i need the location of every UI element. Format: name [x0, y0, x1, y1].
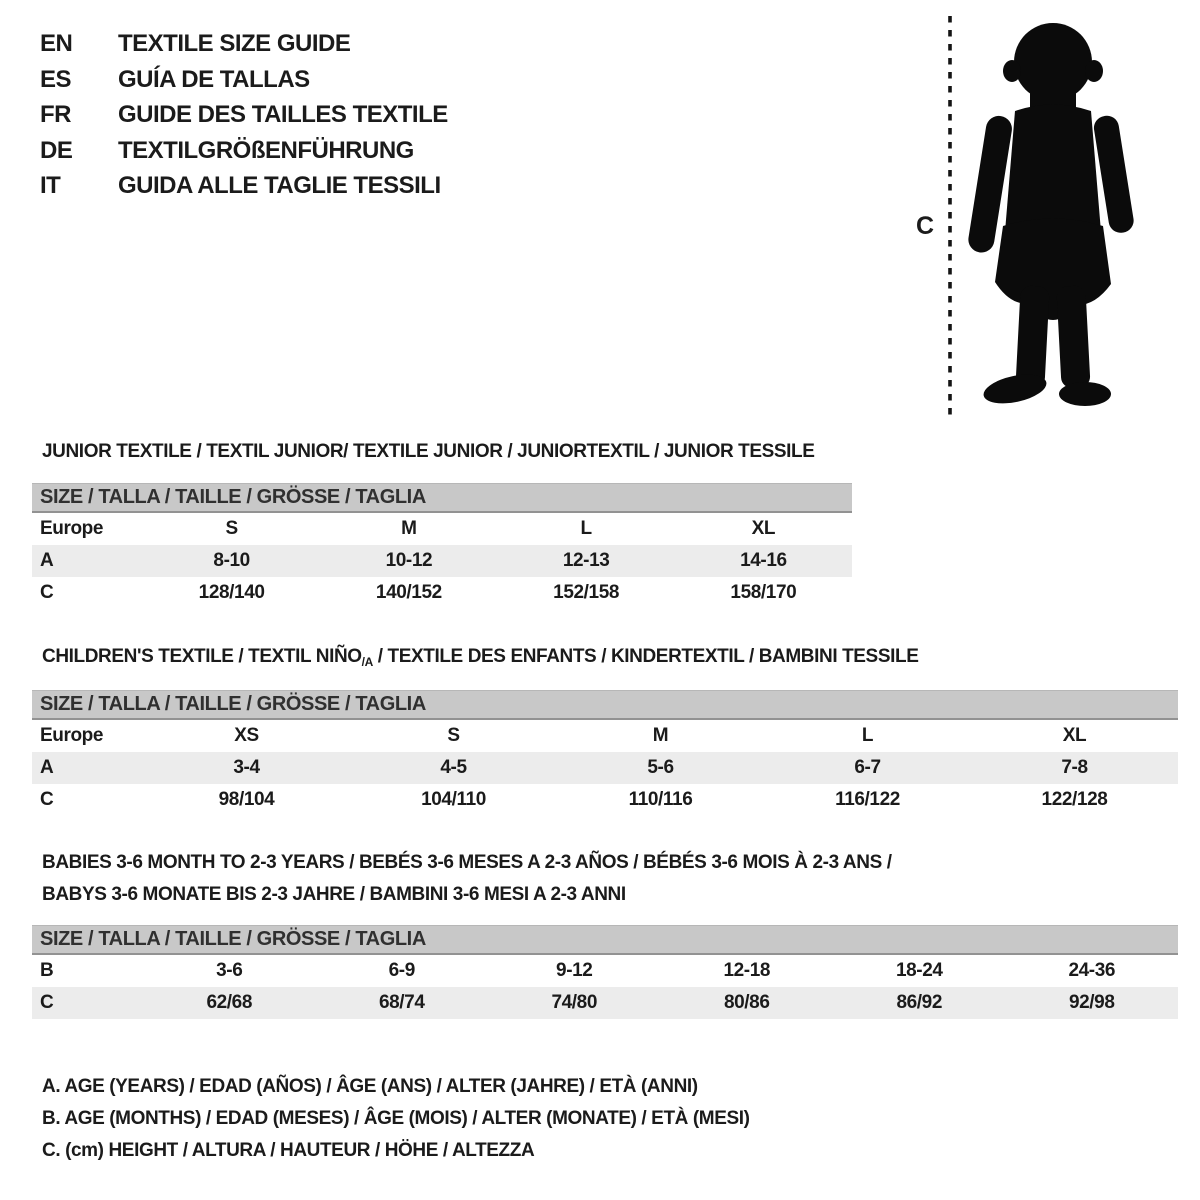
junior-size-table: SIZE / TALLA / TAILLE / GRÖSSE / TAGLIA …: [32, 483, 852, 609]
size-header-bar: SIZE / TALLA / TAILLE / GRÖSSE / TAGLIA: [32, 925, 1178, 955]
babies-section-title-line2: BABYS 3-6 MONATE BIS 2-3 JAHRE / BAMBINI…: [42, 884, 626, 905]
language-row: EN TEXTILE SIZE GUIDE: [40, 26, 448, 62]
babies-section-title-line1: BABIES 3-6 MONTH TO 2-3 YEARS / BEBÉS 3-…: [42, 852, 892, 873]
table-cell: S: [447, 725, 460, 746]
table-row: Europe XS S M L XL: [32, 720, 1178, 752]
table-row: Europe S M L XL: [32, 513, 852, 545]
table-cell: XS: [234, 725, 259, 746]
height-measure-label: C: [916, 212, 934, 240]
language-title-block: EN TEXTILE SIZE GUIDE ES GUÍA DE TALLAS …: [40, 26, 448, 204]
row-label: A: [40, 550, 54, 571]
language-code: DE: [40, 136, 73, 164]
table-row: A 8-10 10-12 12-13 14-16: [32, 545, 852, 577]
table-row: C 62/68 68/74 74/80 80/86 86/92 92/98: [32, 987, 1178, 1019]
table-cell: 152/158: [553, 582, 620, 603]
table-cell: 24-36: [1068, 960, 1116, 981]
table-cell: XL: [1062, 725, 1087, 746]
table-cell: 86/92: [896, 992, 943, 1013]
children-title-suffix: / TEXTILE DES ENFANTS / KINDERTEXTIL / B…: [372, 646, 919, 667]
language-code: FR: [40, 101, 72, 128]
table-cell: 92/98: [1068, 992, 1115, 1013]
table-cell: 12-13: [562, 550, 610, 571]
legend-line-c: C. (cm) HEIGHT / ALTURA / HAUTEUR / HÖHE…: [42, 1140, 535, 1161]
language-code: IT: [40, 172, 61, 199]
toddler-silhouette-icon: [968, 23, 1134, 406]
language-title: TEXTILE SIZE GUIDE: [118, 30, 351, 57]
table-cell: 80/86: [723, 992, 770, 1013]
language-row: ES GUÍA DE TALLAS: [40, 62, 448, 98]
table-cell: S: [225, 518, 238, 539]
language-code: EN: [40, 30, 73, 57]
row-label: C: [40, 992, 54, 1013]
language-title: GUÍA DE TALLAS: [118, 65, 310, 93]
table-cell: 122/128: [1041, 789, 1108, 810]
table-cell: L: [861, 725, 874, 746]
children-section-title: CHILDREN'S TEXTILE / TEXTIL NIÑO/A / TEX…: [42, 645, 919, 670]
legend-line-b: B. AGE (MONTHS) / EDAD (MESES) / ÂGE (MO…: [42, 1108, 750, 1129]
table-cell: 14-16: [740, 550, 787, 571]
children-size-table: SIZE / TALLA / TAILLE / GRÖSSE / TAGLIA …: [32, 690, 1178, 816]
height-measure-dashed-line: [948, 16, 952, 418]
language-row: FR GUIDE DES TAILLES TEXTILE: [40, 97, 448, 133]
table-cell: L: [580, 518, 593, 539]
table-cell: 62/68: [206, 992, 253, 1013]
table-row: A 3-4 4-5 5-6 6-7 7-8: [32, 752, 1178, 784]
table-cell: 18-24: [895, 960, 943, 981]
table-cell: 10-12: [385, 550, 433, 571]
row-label: Europe: [40, 725, 104, 746]
table-cell: 3-6: [216, 960, 243, 981]
table-cell: 3-4: [233, 757, 260, 778]
table-cell: M: [652, 725, 669, 746]
legend-line-a: A. AGE (YEARS) / EDAD (AÑOS) / ÂGE (ANS)…: [42, 1076, 698, 1097]
table-cell: 68/74: [378, 992, 425, 1013]
language-row: DE TEXTILGRÖßENFÜHRUNG: [40, 133, 448, 169]
size-header-bar: SIZE / TALLA / TAILLE / GRÖSSE / TAGLIA: [32, 690, 1178, 720]
size-header-bar: SIZE / TALLA / TAILLE / GRÖSSE / TAGLIA: [32, 483, 852, 513]
table-cell: 4-5: [440, 757, 467, 778]
table-cell: 74/80: [551, 992, 598, 1013]
children-title-sub: /A: [361, 655, 374, 669]
table-cell: 6-7: [854, 757, 881, 778]
language-title: TEXTILGRÖßENFÜHRUNG: [118, 136, 414, 164]
table-cell: 116/122: [835, 789, 900, 810]
row-label: Europe: [40, 518, 104, 539]
language-title: GUIDE DES TAILLES TEXTILE: [118, 101, 448, 128]
babies-size-table: SIZE / TALLA / TAILLE / GRÖSSE / TAGLIA …: [32, 925, 1178, 1019]
row-label: B: [40, 960, 54, 981]
table-cell: 6-9: [388, 960, 416, 981]
junior-section-title: JUNIOR TEXTILE / TEXTIL JUNIOR/ TEXTILE …: [42, 441, 815, 462]
measurement-legend: A. AGE (YEARS) / EDAD (AÑOS) / ÂGE (ANS)…: [42, 1071, 750, 1167]
table-row: B 3-6 6-9 9-12 12-18 18-24 24-36: [32, 955, 1178, 987]
table-cell: 12-18: [723, 960, 771, 981]
table-cell: 7-8: [1061, 757, 1088, 778]
table-cell: XL: [751, 518, 776, 539]
language-title: GUIDA ALLE TAGLIE TESSILI: [118, 172, 441, 199]
table-cell: 158/170: [730, 582, 797, 603]
row-label: C: [40, 789, 54, 810]
table-cell: 140/152: [375, 582, 442, 603]
language-row: IT GUIDA ALLE TAGLIE TESSILI: [40, 168, 448, 204]
table-cell: 128/140: [198, 582, 265, 603]
table-cell: 5-6: [647, 757, 674, 778]
table-cell: 104/110: [421, 789, 486, 810]
row-label: A: [40, 757, 54, 778]
table-cell: 9-12: [556, 960, 593, 981]
table-row: C 98/104 104/110 110/116 116/122 122/128: [32, 784, 1178, 816]
table-cell: 8-10: [213, 550, 250, 571]
table-cell: 98/104: [218, 789, 275, 810]
language-code: ES: [40, 65, 72, 93]
children-title-prefix: CHILDREN'S TEXTILE / TEXTIL NIÑO: [42, 646, 362, 667]
table-cell: 110/116: [628, 789, 693, 810]
row-label: C: [40, 582, 54, 603]
table-row: C 128/140 140/152 152/158 158/170: [32, 577, 852, 609]
table-cell: M: [401, 518, 417, 539]
